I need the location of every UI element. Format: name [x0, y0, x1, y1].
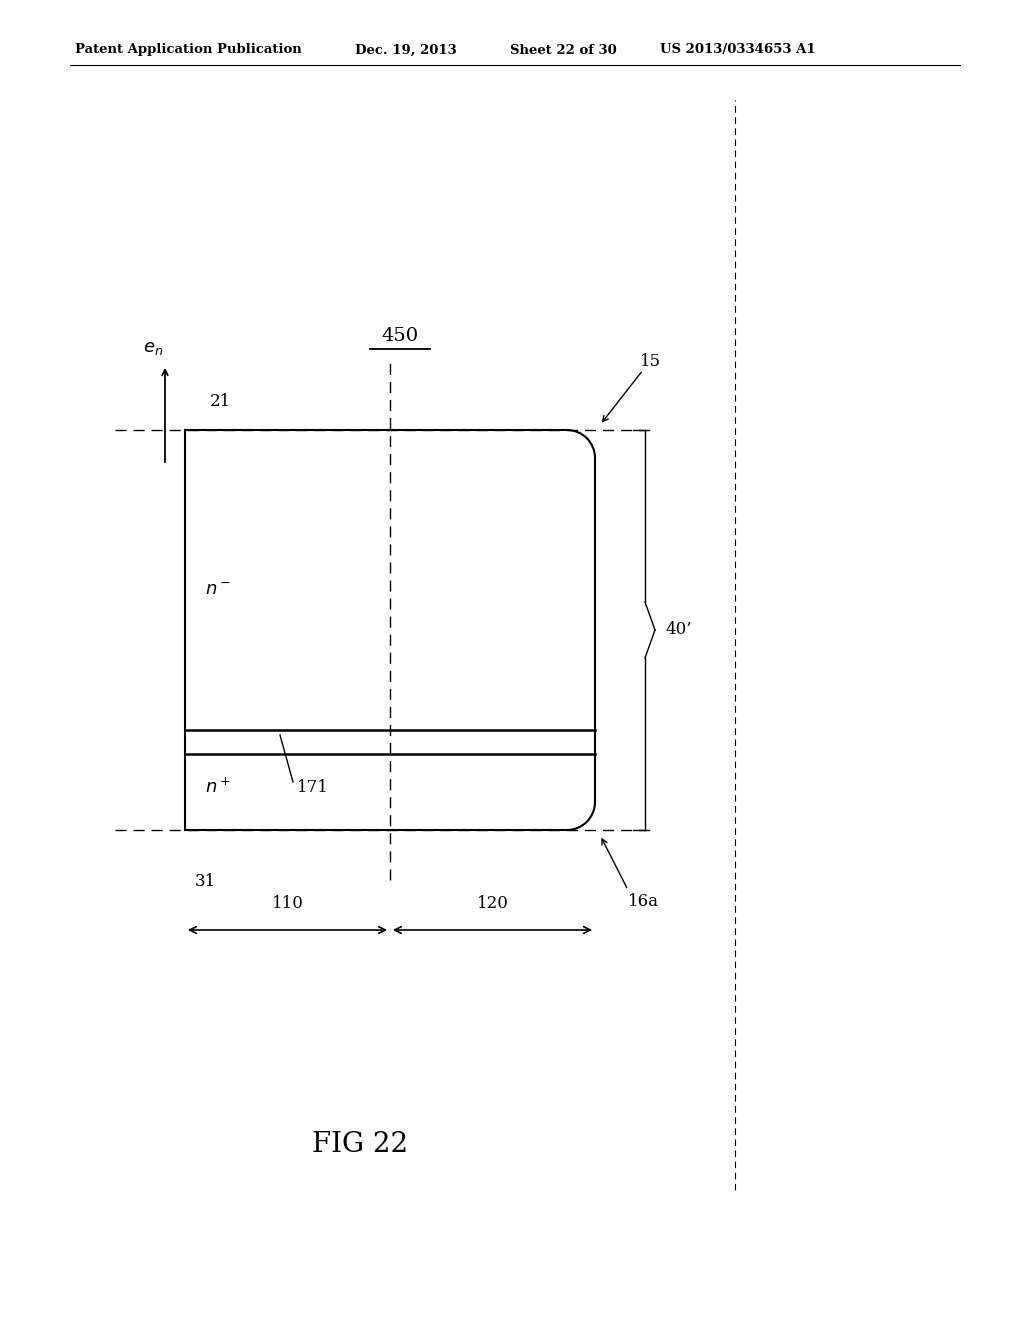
Text: Dec. 19, 2013: Dec. 19, 2013	[355, 44, 457, 57]
Text: 21: 21	[210, 393, 231, 411]
Text: FIG 22: FIG 22	[312, 1131, 408, 1159]
Text: 120: 120	[476, 895, 509, 912]
Text: 110: 110	[271, 895, 303, 912]
Text: $e_n$: $e_n$	[143, 339, 163, 356]
Text: 16a: 16a	[628, 894, 659, 909]
Text: Patent Application Publication: Patent Application Publication	[75, 44, 302, 57]
Text: 171: 171	[297, 779, 329, 796]
Text: 31: 31	[195, 874, 216, 891]
Text: Sheet 22 of 30: Sheet 22 of 30	[510, 44, 616, 57]
Text: US 2013/0334653 A1: US 2013/0334653 A1	[660, 44, 816, 57]
Text: $n^+$: $n^+$	[205, 777, 231, 797]
Text: $n^-$: $n^-$	[205, 581, 231, 599]
Text: 15: 15	[640, 352, 662, 370]
Text: 40’: 40’	[665, 622, 691, 639]
Text: 450: 450	[381, 327, 419, 345]
